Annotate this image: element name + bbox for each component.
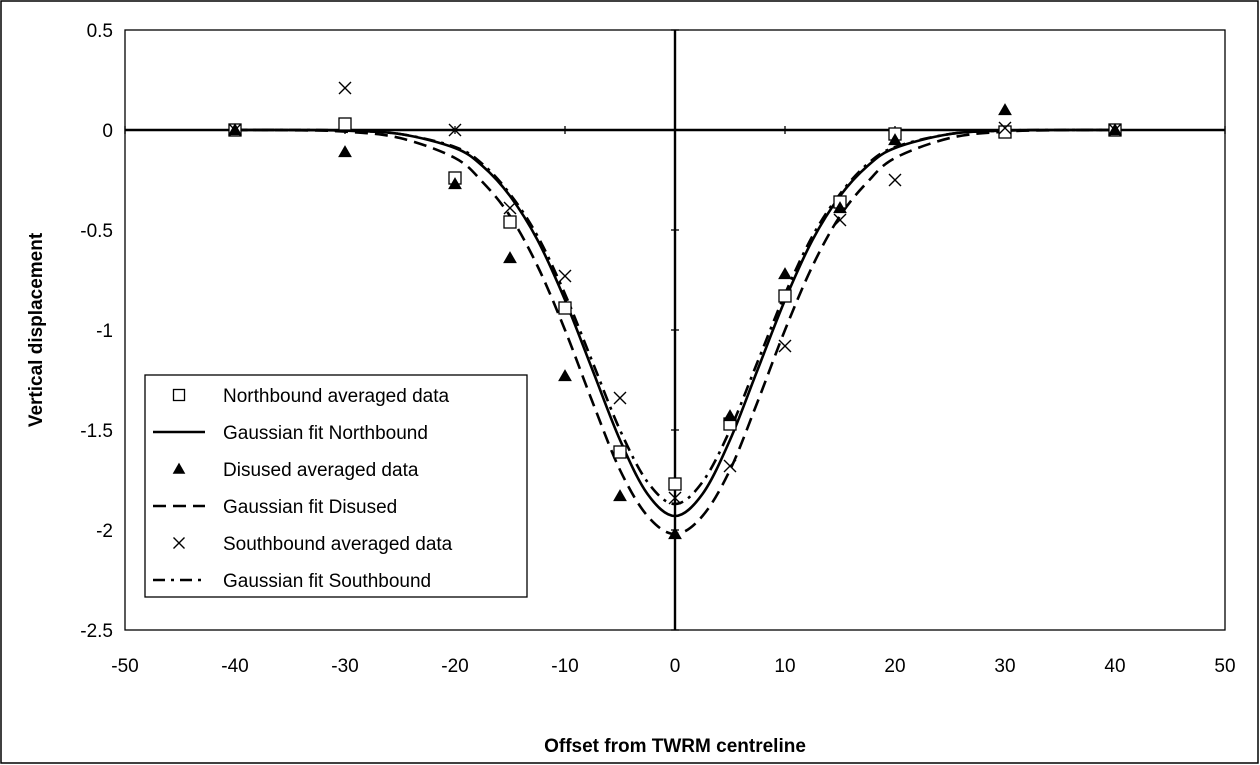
data-point (723, 459, 737, 473)
legend-label: Gaussian fit Southbound (223, 571, 431, 592)
legend-label: Gaussian fit Disused (223, 497, 397, 518)
legend-label: Southbound averaged data (223, 534, 453, 555)
data-point (503, 215, 517, 229)
x-tick-label: -40 (221, 656, 248, 677)
x-tick-label: -30 (331, 656, 358, 677)
data-point (668, 527, 682, 540)
data-point (613, 391, 627, 405)
data-point (503, 201, 517, 215)
x-tick-label: 20 (884, 656, 905, 677)
y-tick-label: 0 (102, 121, 113, 142)
data-point (448, 177, 462, 190)
data-point (833, 201, 847, 214)
x-tick-label: 0 (670, 656, 681, 677)
data-point (558, 301, 572, 315)
data-point (338, 117, 352, 131)
data-point (668, 477, 682, 491)
x-tick-label: 50 (1214, 656, 1235, 677)
x-tick-label: 30 (994, 656, 1015, 677)
data-point (558, 369, 572, 382)
legend-entry: Disused averaged data (172, 460, 419, 481)
y-tick-label: -0.5 (80, 221, 113, 242)
data-point (338, 145, 352, 158)
data-point (998, 121, 1012, 135)
legend-entry: Gaussian fit Disused (153, 497, 397, 518)
y-tick-label: -1.5 (80, 421, 113, 442)
x-tick-label: 40 (1104, 656, 1125, 677)
y-tick-label: -2 (96, 521, 113, 542)
legend-entry: Southbound averaged data (173, 534, 453, 555)
data-point (613, 445, 627, 459)
legend-box (144, 374, 528, 598)
data-point (833, 213, 847, 227)
x-tick-labels: -50 -40 -30 -20 -10 0 10 20 30 40 50 (111, 656, 1235, 677)
data-point (998, 103, 1012, 116)
series-line (234, 128, 1116, 506)
data-point (448, 123, 462, 137)
data-point (613, 489, 627, 502)
data-point (668, 491, 682, 505)
data-point (888, 133, 902, 146)
legend-symbol (172, 388, 186, 402)
series-layer (228, 81, 1122, 540)
legend-entry: Gaussian fit Southbound (153, 571, 431, 592)
legend: Northbound averaged data Gaussian fit Nor… (144, 374, 528, 598)
y-tick-labels: 0.5 0 -0.5 -1 -1.5 -2 -2.5 (80, 21, 113, 642)
x-tick-label: -20 (441, 656, 468, 677)
legend-entry: Gaussian fit Northbound (153, 423, 428, 444)
legend-entry: Northbound averaged data (172, 386, 449, 407)
data-point (888, 173, 902, 187)
data-point (998, 125, 1012, 139)
data-point (503, 251, 517, 264)
x-tick-label: 10 (774, 656, 795, 677)
legend-symbol (173, 537, 185, 549)
data-point (778, 289, 792, 303)
series-gaussian-fit-southbound (234, 128, 1116, 506)
legend-label: Northbound averaged data (223, 386, 449, 407)
x-tick-label: -50 (111, 656, 138, 677)
data-point (778, 339, 792, 353)
x-axis-title: Offset from TWRM centreline (544, 736, 806, 757)
x-tick-label: -10 (551, 656, 578, 677)
legend-label: Disused averaged data (223, 460, 419, 481)
data-point (558, 269, 572, 283)
series-southbound-averaged-data (228, 81, 1122, 505)
data-point (338, 81, 352, 95)
data-point (1108, 123, 1122, 137)
legend-label: Gaussian fit Northbound (223, 423, 428, 444)
legend-symbol (172, 462, 186, 474)
data-point (778, 267, 792, 280)
data-point (723, 409, 737, 422)
y-tick-label: 0.5 (87, 21, 113, 42)
y-tick-label: -1 (96, 321, 113, 342)
y-axis-title: Vertical displacement (26, 232, 47, 427)
y-tick-label: -2.5 (80, 621, 113, 642)
data-point (228, 123, 242, 137)
